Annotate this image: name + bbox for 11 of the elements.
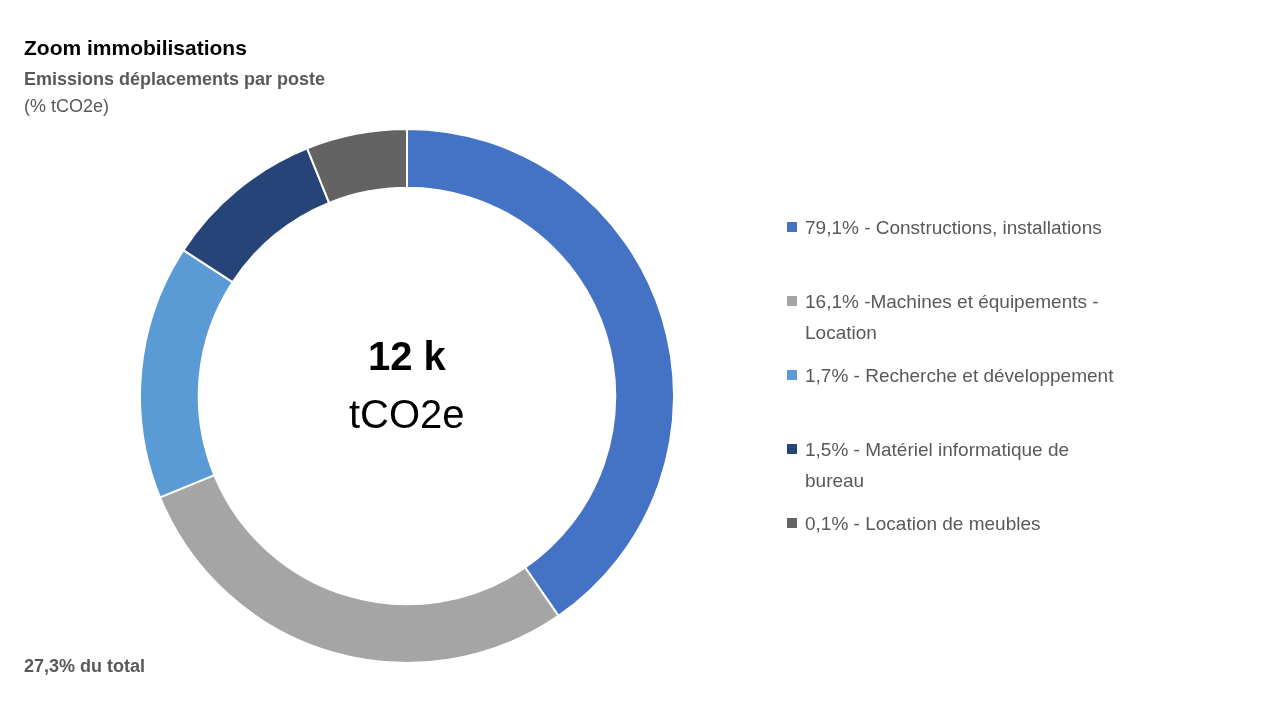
text: tCO2e (349, 392, 465, 437)
chart-subtitle: Emissions déplacements par poste (24, 69, 326, 90)
chart-title: Zoom immobilisations (24, 36, 247, 60)
text: 27,3% du total (24, 656, 146, 677)
text: (% tCO2e) (24, 96, 110, 117)
legend-label: 79,1% - Constructions, installations (805, 217, 1102, 238)
legend-label: 1,7% - Recherche et développement (805, 365, 1114, 386)
legend-label: 0,1% - Location de meubles (805, 513, 1041, 534)
legend-label: 1,5% - Matériel informatique de bureau (805, 439, 1070, 491)
legend-label: 16,1% -Machines et équipements - Location (805, 291, 1099, 343)
text: 12 k (368, 334, 446, 379)
